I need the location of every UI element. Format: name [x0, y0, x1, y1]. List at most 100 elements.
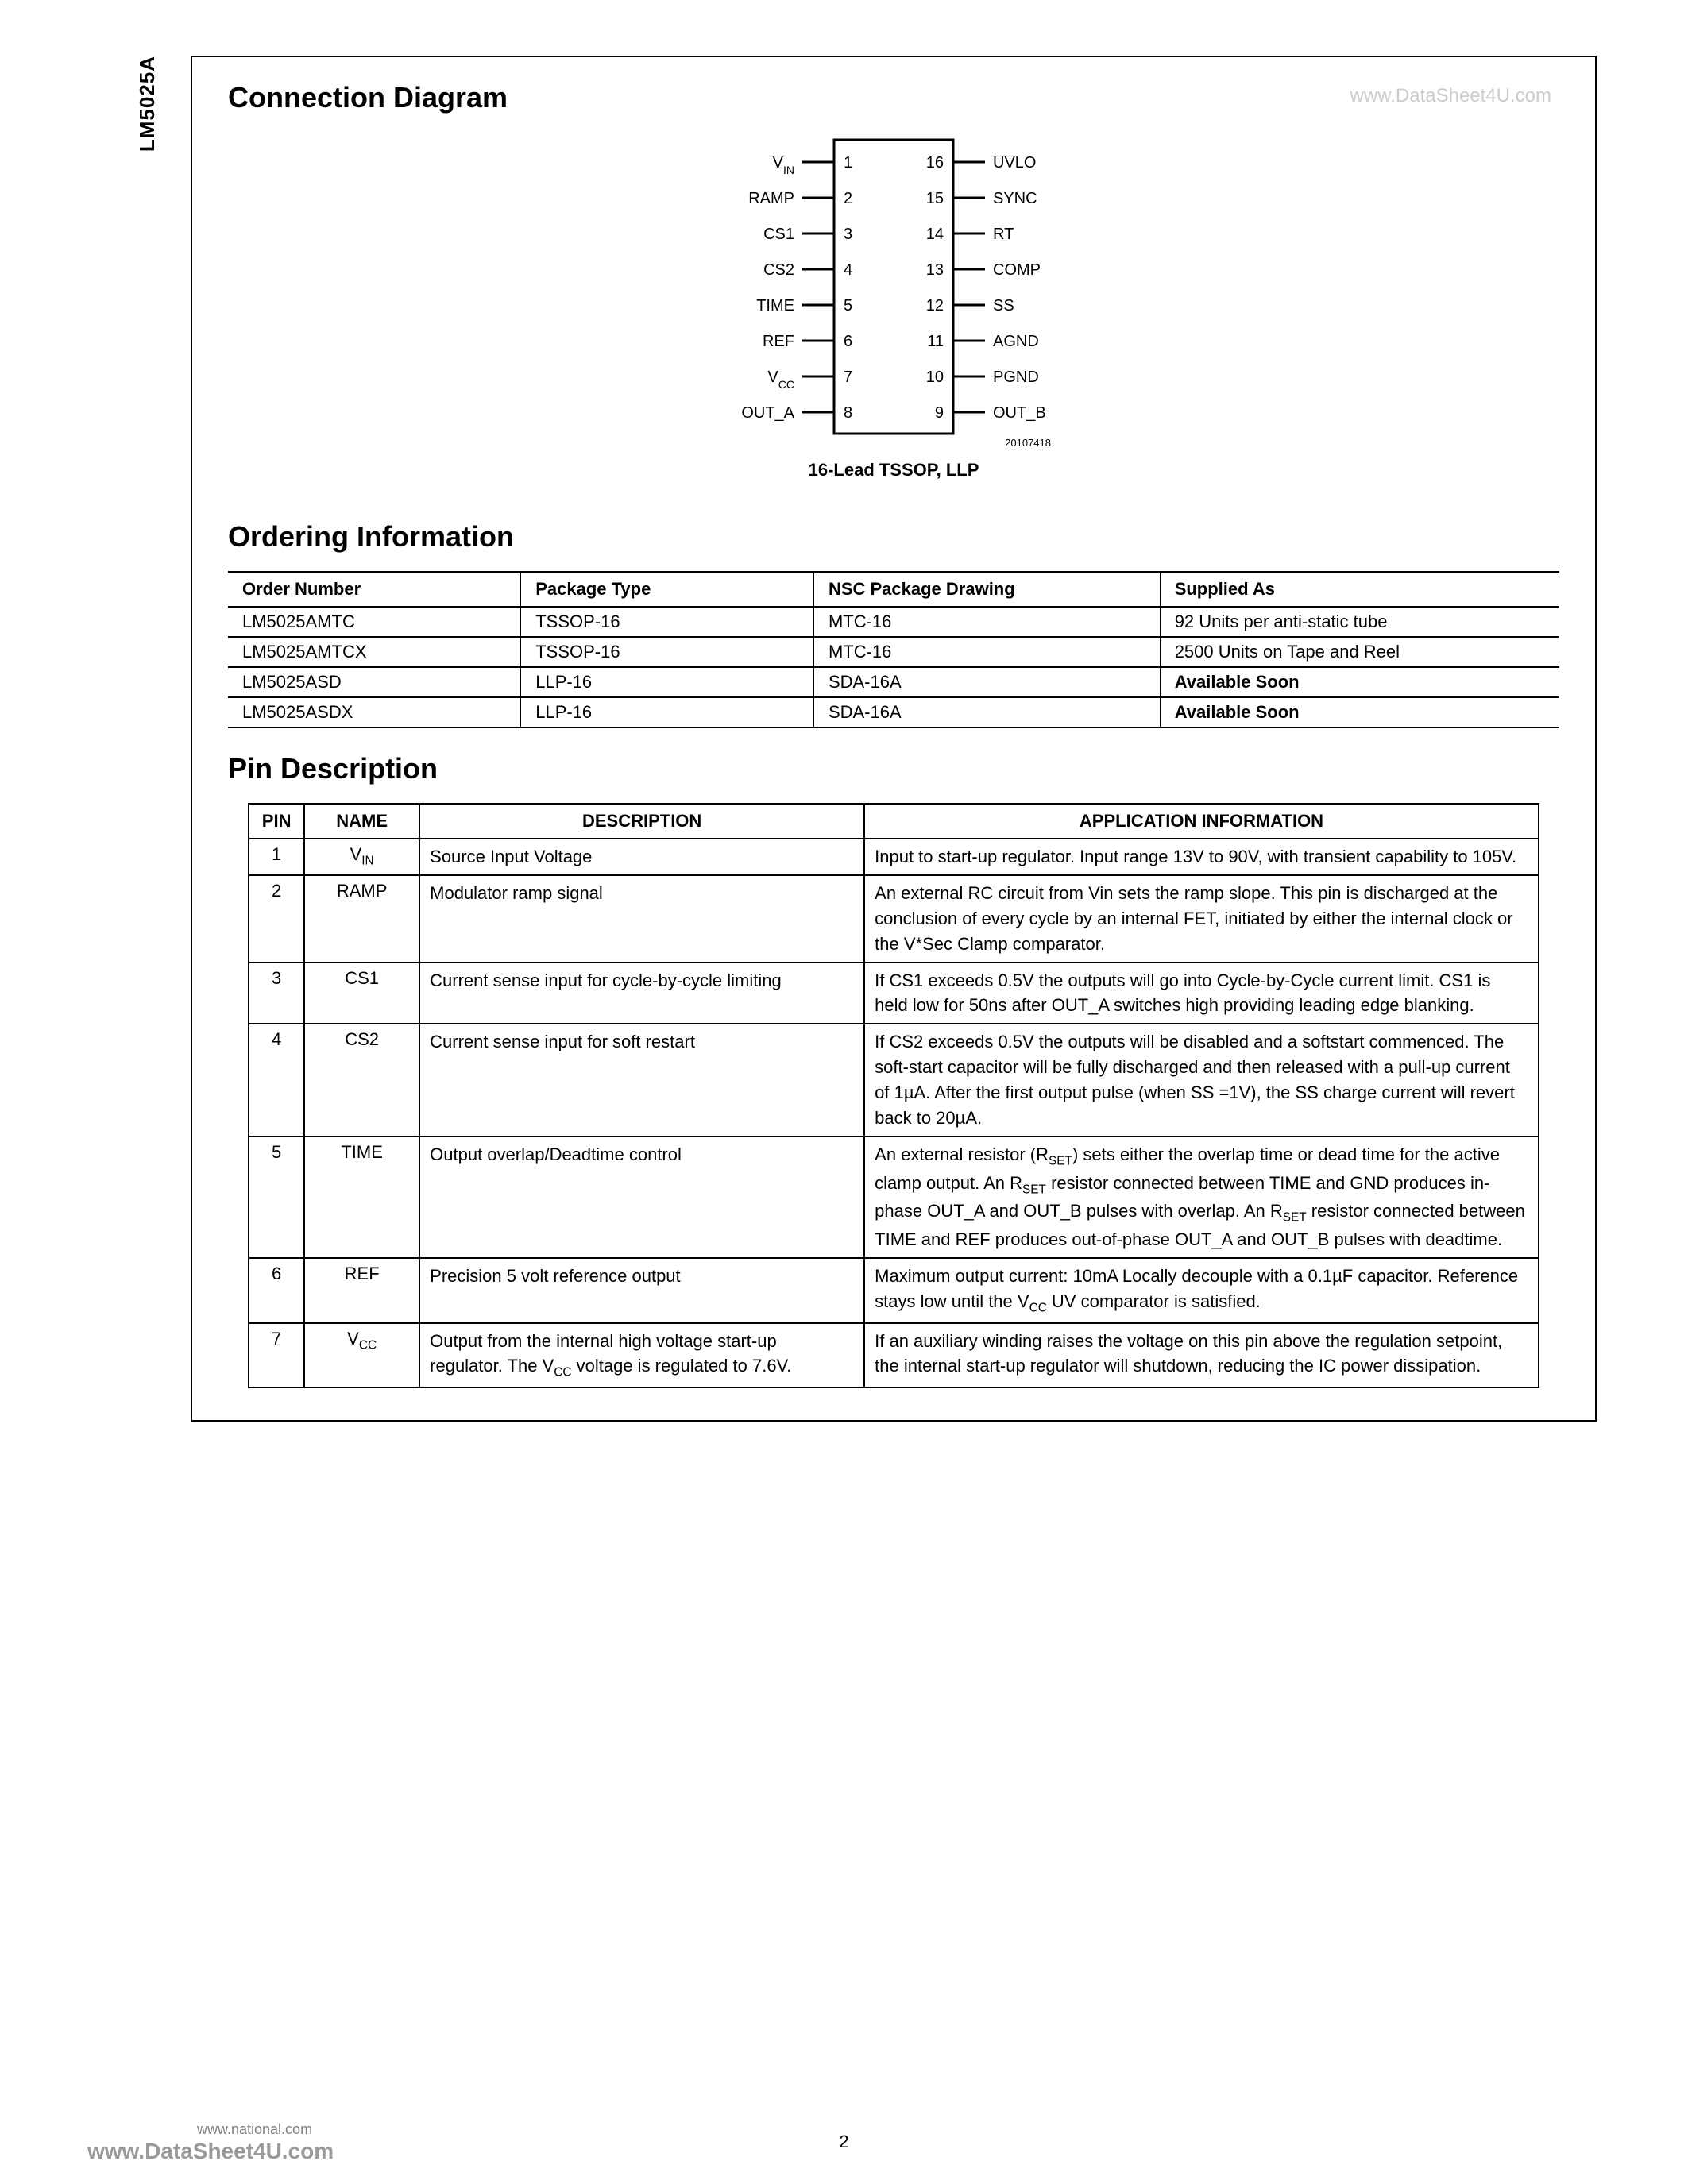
- pin-cell: 5: [249, 1136, 304, 1258]
- svg-text:CS2: CS2: [763, 261, 794, 279]
- pin-cell: Current sense input for cycle-by-cycle l…: [419, 963, 864, 1024]
- svg-text:2: 2: [844, 190, 852, 207]
- pin-cell: Input to start-up regulator. Input range…: [864, 839, 1539, 875]
- pin-cell: If CS2 exceeds 0.5V the outputs will be …: [864, 1024, 1539, 1136]
- pin-row: 2RAMPModulator ramp signalAn external RC…: [249, 875, 1539, 963]
- pin-cell: VCC: [304, 1323, 419, 1388]
- pin-cell: If CS1 exceeds 0.5V the outputs will go …: [864, 963, 1539, 1024]
- ordering-cell: TSSOP-16: [521, 637, 814, 667]
- svg-text:SS: SS: [993, 297, 1014, 314]
- svg-text:6: 6: [844, 333, 852, 350]
- ordering-cell: LM5025ASD: [228, 667, 521, 697]
- pin-cell: Maximum output current: 10mA Locally dec…: [864, 1258, 1539, 1323]
- ordering-table: Order NumberPackage TypeNSC Package Draw…: [228, 571, 1559, 728]
- ordering-cell: 92 Units per anti-static tube: [1160, 607, 1559, 637]
- svg-text:5: 5: [844, 297, 852, 314]
- ordering-header-cell: Package Type: [521, 572, 814, 607]
- ordering-cell: MTC-16: [813, 607, 1160, 637]
- ordering-row: LM5025AMTCXTSSOP-16MTC-162500 Units on T…: [228, 637, 1559, 667]
- ordering-row: LM5025ASDXLLP-16SDA-16AAvailable Soon: [228, 697, 1559, 727]
- svg-text:12: 12: [926, 297, 944, 314]
- pin-cell: 4: [249, 1024, 304, 1136]
- svg-text:10: 10: [926, 369, 944, 386]
- svg-text:SYNC: SYNC: [993, 190, 1037, 207]
- ordering-cell: LLP-16: [521, 667, 814, 697]
- pin-cell: TIME: [304, 1136, 419, 1258]
- pin-row: 5TIMEOutput overlap/Deadtime controlAn e…: [249, 1136, 1539, 1258]
- pin-cell: An external RC circuit from Vin sets the…: [864, 875, 1539, 963]
- pin-cell: CS2: [304, 1024, 419, 1136]
- ordering-header-cell: Supplied As: [1160, 572, 1559, 607]
- pin-header-cell: PIN: [249, 804, 304, 839]
- svg-text:14: 14: [926, 226, 944, 243]
- pin-cell: 6: [249, 1258, 304, 1323]
- pin-description-table: PINNAMEDESCRIPTIONAPPLICATION INFORMATIO…: [248, 803, 1539, 1388]
- ordering-cell: LM5025AMTCX: [228, 637, 521, 667]
- svg-text:OUT_A: OUT_A: [741, 404, 794, 422]
- pin-header-cell: NAME: [304, 804, 419, 839]
- pin-cell: If an auxiliary winding raises the volta…: [864, 1323, 1539, 1388]
- svg-text:UVLO: UVLO: [993, 154, 1036, 172]
- pin-cell: VIN: [304, 839, 419, 875]
- pin-row: 7VCCOutput from the internal high voltag…: [249, 1323, 1539, 1388]
- heading-ordering-information: Ordering Information: [228, 520, 1559, 554]
- ordering-cell: SDA-16A: [813, 697, 1160, 727]
- pin-cell: Source Input Voltage: [419, 839, 864, 875]
- svg-text:OUT_B: OUT_B: [993, 404, 1046, 422]
- ordering-cell: TSSOP-16: [521, 607, 814, 637]
- svg-text:7: 7: [844, 369, 852, 386]
- svg-text:15: 15: [926, 190, 944, 207]
- svg-text:RT: RT: [993, 226, 1014, 243]
- svg-text:3: 3: [844, 226, 852, 243]
- connection-diagram: 1VIN16UVLO2RAMP15SYNC3CS114RT4CS213COMP5…: [228, 132, 1559, 480]
- footer-watermark: www.DataSheet4U.com: [87, 2139, 334, 2164]
- svg-text:AGND: AGND: [993, 333, 1039, 350]
- pin-cell: 7: [249, 1323, 304, 1388]
- svg-text:11: 11: [927, 333, 944, 350]
- pin-row: 3CS1Current sense input for cycle-by-cyc…: [249, 963, 1539, 1024]
- pin-row: 6REFPrecision 5 volt reference outputMax…: [249, 1258, 1539, 1323]
- ordering-row: LM5025AMTCTSSOP-16MTC-1692 Units per ant…: [228, 607, 1559, 637]
- svg-text:TIME: TIME: [756, 297, 794, 314]
- pin-cell: 3: [249, 963, 304, 1024]
- ordering-cell: Available Soon: [1160, 697, 1559, 727]
- ordering-cell: Available Soon: [1160, 667, 1559, 697]
- pin-header-cell: APPLICATION INFORMATION: [864, 804, 1539, 839]
- svg-text:1: 1: [844, 154, 852, 172]
- svg-text:4: 4: [844, 261, 852, 279]
- pin-cell: REF: [304, 1258, 419, 1323]
- svg-text:13: 13: [926, 261, 944, 279]
- chip-caption: 16-Lead TSSOP, LLP: [228, 460, 1559, 480]
- pin-cell: Current sense input for soft restart: [419, 1024, 864, 1136]
- svg-text:8: 8: [844, 404, 852, 422]
- pin-cell: RAMP: [304, 875, 419, 963]
- svg-text:VCC: VCC: [767, 369, 794, 391]
- svg-text:COMP: COMP: [993, 261, 1041, 279]
- svg-text:16: 16: [926, 154, 944, 172]
- pin-cell: Precision 5 volt reference output: [419, 1258, 864, 1323]
- pin-row: 4CS2Current sense input for soft restart…: [249, 1024, 1539, 1136]
- pin-cell: An external resistor (RSET) sets either …: [864, 1136, 1539, 1258]
- ordering-header-cell: Order Number: [228, 572, 521, 607]
- pin-cell: 2: [249, 875, 304, 963]
- pin-cell: Output from the internal high voltage st…: [419, 1323, 864, 1388]
- ordering-cell: 2500 Units on Tape and Reel: [1160, 637, 1559, 667]
- pin-cell: Modulator ramp signal: [419, 875, 864, 963]
- chip-drawing-code: 20107418: [1005, 437, 1051, 449]
- heading-pin-description: Pin Description: [228, 752, 1559, 785]
- svg-text:RAMP: RAMP: [748, 190, 794, 207]
- pin-header-cell: DESCRIPTION: [419, 804, 864, 839]
- page-frame: www.DataSheet4U.com Connection Diagram 1…: [191, 56, 1597, 1422]
- ordering-cell: MTC-16: [813, 637, 1160, 667]
- pin-cell: Output overlap/Deadtime control: [419, 1136, 864, 1258]
- svg-text:9: 9: [935, 404, 944, 422]
- ordering-cell: LLP-16: [521, 697, 814, 727]
- svg-text:CS1: CS1: [763, 226, 794, 243]
- svg-text:PGND: PGND: [993, 369, 1039, 386]
- ordering-row: LM5025ASDLLP-16SDA-16AAvailable Soon: [228, 667, 1559, 697]
- part-number-label: LM5025A: [135, 56, 160, 152]
- ordering-cell: SDA-16A: [813, 667, 1160, 697]
- watermark-top: www.DataSheet4U.com: [1350, 85, 1551, 107]
- ordering-cell: LM5025AMTC: [228, 607, 521, 637]
- ordering-cell: LM5025ASDX: [228, 697, 521, 727]
